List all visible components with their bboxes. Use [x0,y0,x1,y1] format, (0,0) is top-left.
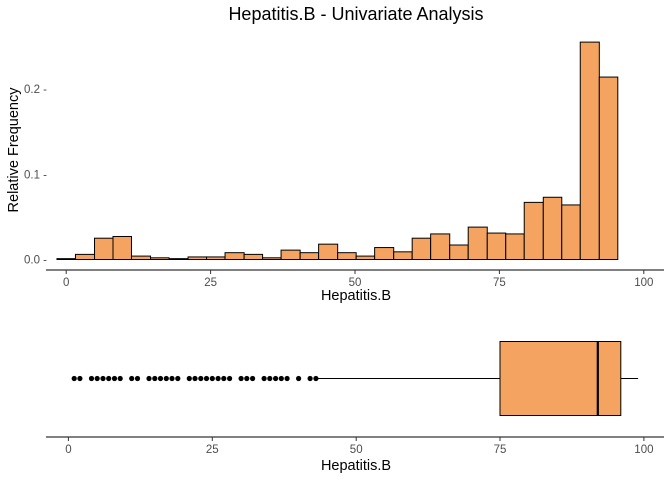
boxplot-outlier-point [71,375,77,382]
histogram-bar [299,252,320,260]
boxplot-outlier-point [186,375,192,382]
histogram-bar [280,249,301,260]
boxplot [71,341,639,416]
histogram-y-tick-label: 0.2 - [24,84,47,96]
boxplot-outlier-point [284,375,290,382]
boxplot-outlier-point [77,375,83,382]
boxplot-outlier-point [146,375,152,382]
boxplot-outlier-point [215,375,221,382]
boxplot-outlier-point [198,375,204,382]
histogram-x-tick-label: 25 [204,277,217,289]
histogram-bar [262,257,282,260]
histogram-y-ticks: 0.0 - 0.1 - 0.2 - [24,84,47,267]
boxplot-outlier-point [313,375,319,382]
boxplot-x-tick-label: 75 [494,444,507,456]
chart-title: Hepatitis.B - Univariate Analysis [228,4,483,24]
histogram-y-axis-title: Relative Frequency [6,87,22,213]
histogram-x-tick-label: 100 [634,277,653,289]
histogram-bar [523,201,544,261]
boxplot-outlier-point [307,375,313,382]
histogram-bar [112,235,132,260]
histogram-x-axis-title: Hepatitis.B [321,288,391,304]
histogram-x-ticks: 0 25 50 75 100 [63,270,653,289]
histogram-bar [467,226,488,260]
boxplot-outlier-point [203,375,210,382]
boxplot-x-tick-label: 0 [65,444,71,456]
boxplot-outlier-point [152,375,158,382]
boxplot-outlier-point [267,375,273,382]
histogram-bar [598,76,619,260]
boxplot-outlier-point [209,375,215,382]
boxplot-box [499,341,622,416]
histogram-x-tick-label: 0 [63,277,69,289]
histogram-bar [74,253,96,261]
histogram-bar [486,232,507,261]
histogram-bar [130,255,152,260]
histogram-bar [561,204,581,261]
boxplot-outlier-point [169,375,175,382]
boxplot-outlier-point [88,375,95,382]
boxplot-outlier-point [221,375,227,382]
histogram-bar [374,247,395,260]
boxplot-x-axis-title: Hepatitis.B [321,458,391,474]
histogram-y-tick-label: 0.1 - [24,169,47,181]
boxplot-outlier-point [163,375,169,382]
histogram-bar [337,252,357,260]
boxplot-outlier-point [111,375,118,382]
histogram-x-tick-label: 50 [349,277,362,289]
boxplot-outlier-point [244,375,250,382]
histogram-bar [56,258,76,260]
boxplot-outlier-point [227,375,233,382]
histogram-x-tick-label: 75 [493,277,506,289]
boxplot-outlier-point [100,375,106,382]
boxplot-outlier-point [261,375,267,382]
boxplot-outlier-point [192,375,198,382]
histogram-bar [168,258,189,260]
histogram-bar [449,244,469,260]
boxplot-outlier-point [157,375,164,382]
boxplot-outlier-point [117,375,123,382]
histogram-bar [318,243,339,261]
histogram-bar [243,253,264,261]
boxplot-x-tick-label: 50 [350,444,363,456]
histogram-y-tick-label: 0.0 - [24,255,47,267]
boxplot-outlier-point [94,375,100,382]
boxplot-outlier-point [296,375,302,382]
histogram-bar [224,252,245,260]
histogram-bar [150,257,170,260]
boxplot-outlier-point [134,375,141,382]
histogram-bar [542,196,563,261]
boxplot-outlier-point [175,375,181,382]
boxplot-x-ticks: 0 25 50 75 100 [65,437,653,456]
histogram-bar [430,233,451,260]
histogram-bar [187,256,208,261]
boxplot-x-tick-label: 25 [206,444,219,456]
histogram-bar [94,237,114,261]
boxplot-outlier-point [250,375,256,382]
histogram-bar [505,233,525,260]
histogram-bar [206,256,226,261]
histogram-bar [393,251,413,261]
histogram-bar [579,41,600,260]
boxplot-outlier-point [238,375,244,382]
histogram-bars [56,41,619,261]
boxplot-outlier-point [106,375,112,382]
boxplot-x-tick-label: 100 [634,444,653,456]
boxplot-outlier-point [273,375,279,382]
boxplot-outlier-point [129,375,135,382]
histogram-bar [411,237,432,261]
histogram-bar [355,255,376,260]
boxplot-outlier-point [278,375,284,382]
